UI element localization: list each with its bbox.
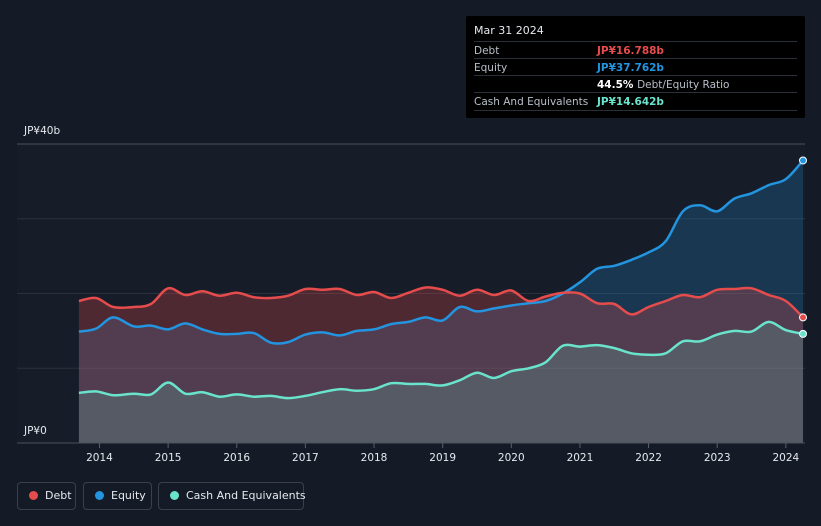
- legend-item-equity[interactable]: Equity: [83, 482, 152, 510]
- x-tick-label-2022: 2022: [635, 452, 662, 464]
- tooltip-equity-label: Equity: [474, 62, 508, 74]
- legend-item-cash[interactable]: Cash And Equivalents: [158, 482, 306, 510]
- equity-dot-icon: [95, 491, 104, 500]
- tooltip-cash-value: JP¥14.642b: [597, 96, 664, 108]
- debt-dot-icon: [29, 491, 38, 500]
- tooltip-cash-label: Cash And Equivalents: [474, 96, 589, 108]
- cash-and-equivalents-end-marker: [799, 329, 807, 338]
- equity-area: [78, 160, 803, 443]
- tooltip-equity-value: JP¥37.762b: [597, 62, 664, 74]
- debt-line: [78, 286, 804, 319]
- cash-dot-icon: [170, 491, 179, 500]
- tooltip-row-ratio: 44.5% Debt/Equity Ratio: [474, 75, 797, 93]
- x-tick-label-2024: 2024: [772, 452, 799, 464]
- x-tick-label-2016: 2016: [223, 452, 250, 464]
- debt-area: [78, 287, 803, 443]
- tooltip-debt-label: Debt: [474, 45, 500, 57]
- tooltip-row-equity: Equity JP¥37.762b: [474, 58, 797, 76]
- data-tooltip: Mar 31 2024 Debt JP¥16.788b Equity JP¥37…: [466, 16, 805, 118]
- cash-and-equivalents-area: [78, 321, 803, 443]
- tooltip-ratio-label: Debt/Equity Ratio: [637, 79, 730, 91]
- x-tick-label-2019: 2019: [429, 452, 456, 464]
- equity-end-marker: [799, 156, 807, 165]
- x-tick-label-2014: 2014: [86, 452, 113, 464]
- tooltip-row-debt: Debt JP¥16.788b: [474, 41, 797, 59]
- legend-item-debt[interactable]: Debt: [17, 482, 76, 510]
- tooltip-ratio-value: 44.5% Debt/Equity Ratio: [597, 79, 729, 91]
- legend-debt-label: Debt: [45, 489, 72, 502]
- tooltip-debt-value: JP¥16.788b: [597, 45, 664, 57]
- legend-cash-label: Cash And Equivalents: [186, 489, 306, 502]
- tooltip-ratio-number: 44.5%: [597, 79, 634, 91]
- x-tick-label-2021: 2021: [567, 452, 594, 464]
- equity-line: [78, 159, 804, 345]
- y-axis-zero-label: JP¥0: [24, 425, 47, 437]
- x-tick-label-2018: 2018: [361, 452, 388, 464]
- debt-end-marker: [799, 313, 807, 322]
- x-tick-label-2015: 2015: [155, 452, 182, 464]
- x-tick-label-2020: 2020: [498, 452, 525, 464]
- x-tick-label-2017: 2017: [292, 452, 319, 464]
- y-axis-top-label: JP¥40b: [24, 125, 61, 137]
- cash-and-equivalents-line: [78, 320, 804, 400]
- x-tick-label-2023: 2023: [704, 452, 731, 464]
- legend-equity-label: Equity: [111, 489, 146, 502]
- tooltip-date: Mar 31 2024: [474, 24, 544, 37]
- tooltip-row-cash: Cash And Equivalents JP¥14.642b: [474, 92, 797, 111]
